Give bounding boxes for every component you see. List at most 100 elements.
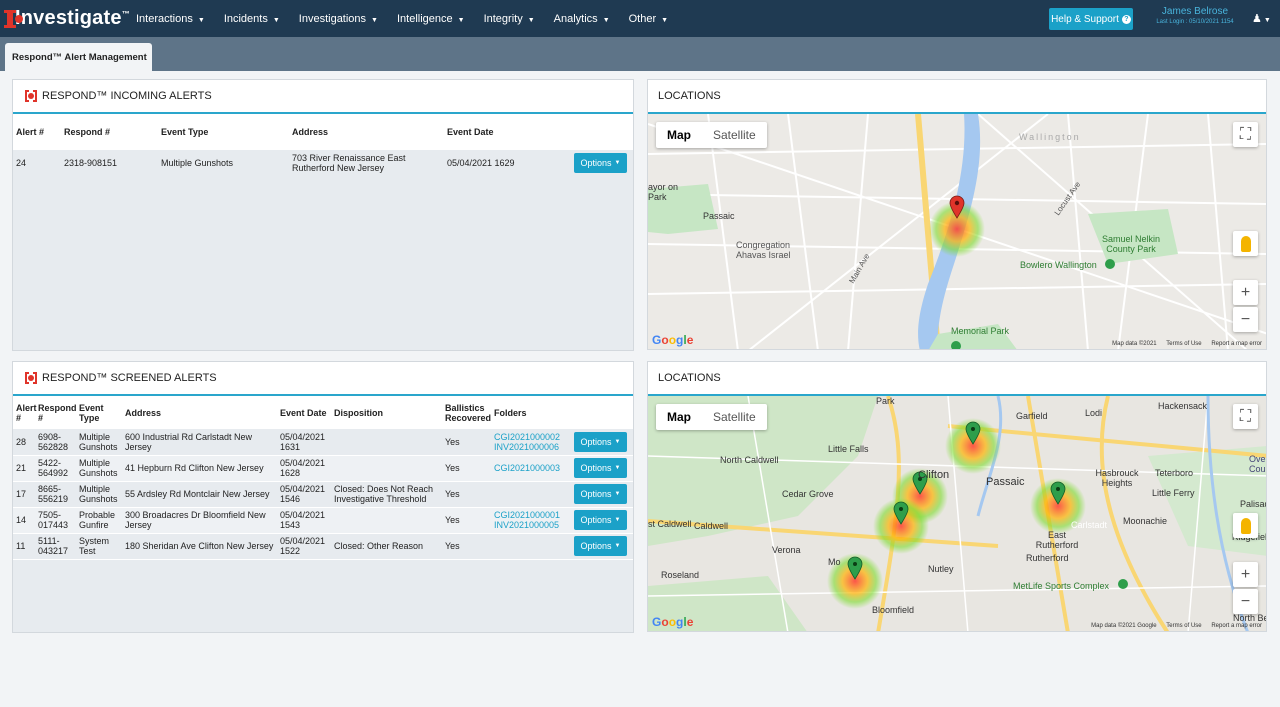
- google-logo-icon: Google: [652, 333, 694, 347]
- menu-interactions[interactable]: Interactions ▼: [136, 12, 205, 25]
- table-header-row: Alert # Respond # Event Type Address Eve…: [13, 396, 633, 429]
- caret-down-icon: ▼: [371, 16, 378, 24]
- folder-link[interactable]: INV2021000006: [494, 441, 560, 452]
- map-label: Over County: [1249, 454, 1266, 474]
- map-label: North Caldwell: [720, 455, 779, 465]
- options-button[interactable]: Options ▼: [574, 484, 627, 504]
- map-type-toggle: Map Satellite: [656, 122, 767, 148]
- tab-alert-management[interactable]: Respond™ Alert Management: [5, 43, 152, 71]
- table-row[interactable]: 11 5111-043217 System Test 180 Sheridan …: [13, 533, 633, 559]
- map-type-satellite[interactable]: Satellite: [713, 410, 756, 424]
- caret-down-icon: ▼: [614, 543, 621, 549]
- map-label: Congregation Ahavas Israel: [736, 240, 791, 260]
- map-graphic: [648, 114, 1266, 349]
- fullscreen-icon[interactable]: ⛶: [1233, 122, 1258, 147]
- col-header[interactable]: Event Date: [280, 407, 327, 418]
- terms-link[interactable]: Terms of Use: [1166, 623, 1202, 629]
- event-date: 05/04/2021 1546: [280, 484, 326, 504]
- event-type: Multiple Gunshots: [79, 458, 118, 478]
- menu-other[interactable]: Other ▼: [628, 12, 669, 25]
- menu-intelligence[interactable]: Intelligence ▼: [396, 12, 465, 25]
- options-button[interactable]: Options ▼: [574, 153, 627, 173]
- map-canvas[interactable]: Park Hackensack Garfield Lodi North Cald…: [648, 396, 1266, 631]
- map-label: East Rutherford: [1035, 530, 1079, 550]
- google-logo-icon: Google: [652, 615, 694, 629]
- table-row[interactable]: 14 7505-017443 Probable Gunfire 300 Broa…: [13, 507, 633, 533]
- map-type-map[interactable]: Map: [667, 410, 691, 424]
- help-support-button[interactable]: Help & Support?: [1049, 8, 1133, 30]
- respond-logo-icon: [25, 90, 37, 102]
- brand[interactable]: Investigate™: [0, 7, 130, 30]
- panel-header: RESPOND™ INCOMING ALERTS: [13, 80, 633, 114]
- ballistics-recovered: Yes: [445, 489, 460, 499]
- map-label: Cedar Grove: [782, 489, 834, 499]
- table-row[interactable]: 24 2318-908151 Multiple Gunshots 703 Riv…: [13, 150, 633, 176]
- menu-incidents[interactable]: Incidents ▼: [223, 12, 280, 25]
- alert-number: 14: [16, 515, 27, 525]
- menu-integrity[interactable]: Integrity ▼: [483, 12, 535, 25]
- col-header[interactable]: Event Date: [447, 127, 494, 137]
- options-button[interactable]: Options ▼: [574, 536, 627, 556]
- caret-down-icon: ▼: [614, 465, 621, 471]
- col-header[interactable]: Event Type: [79, 402, 104, 423]
- table-row[interactable]: 17 8665-556219 Multiple Gunshots 55 Ards…: [13, 481, 633, 507]
- col-header[interactable]: Disposition: [334, 407, 383, 418]
- panel-title: LOCATIONS: [648, 80, 1266, 114]
- folder-link[interactable]: CGI2021000001: [494, 510, 561, 520]
- user-menu[interactable]: ♟ ▼: [1252, 12, 1271, 25]
- map-type-toggle: Map Satellite: [656, 404, 767, 430]
- map-canvas[interactable]: Wallington Passaic Congregation Ahavas I…: [648, 114, 1266, 349]
- user-name[interactable]: James Belrose: [1161, 6, 1229, 17]
- zoom-out-button[interactable]: −: [1233, 307, 1258, 332]
- map-label: Hasbrouck Heights: [1095, 468, 1139, 488]
- options-button[interactable]: Options ▼: [574, 510, 627, 530]
- folder-link[interactable]: INV2021000005: [494, 520, 560, 530]
- col-header[interactable]: Ballistics Recovered: [445, 402, 492, 423]
- col-header[interactable]: Respond #: [38, 402, 77, 423]
- main-menu: Interactions ▼ Incidents ▼ Investigations ▼…: [136, 0, 687, 37]
- map-type-map[interactable]: Map: [667, 128, 691, 142]
- report-error-link[interactable]: Report a map error: [1211, 623, 1262, 629]
- pegman-icon[interactable]: [1233, 513, 1258, 538]
- menu-investigations[interactable]: Investigations ▼: [298, 12, 378, 25]
- map-type-satellite[interactable]: Satellite: [713, 128, 756, 142]
- locations-map-panel-2: LOCATIONS: [647, 361, 1267, 632]
- col-header[interactable]: Event Type: [161, 127, 209, 137]
- col-header[interactable]: Folders: [494, 407, 527, 418]
- report-error-link[interactable]: Report a map error: [1211, 341, 1262, 347]
- caret-down-icon: ▼: [272, 16, 280, 24]
- caret-down-icon: ▼: [1263, 17, 1271, 24]
- respond-number: 5422-564992: [38, 458, 69, 478]
- col-header[interactable]: Alert #: [16, 402, 37, 423]
- col-header[interactable]: Alert #: [16, 127, 45, 137]
- menu-analytics[interactable]: Analytics ▼: [553, 12, 610, 25]
- ballistics-recovered: Yes: [445, 436, 460, 447]
- event-type: Multiple Gunshots: [161, 158, 234, 168]
- locations-map-panel-1: LOCATIONS: [647, 79, 1267, 350]
- event-date: 05/04/2021 1631: [280, 431, 326, 452]
- pegman-icon[interactable]: [1233, 231, 1258, 256]
- zoom-in-button[interactable]: +: [1233, 280, 1258, 305]
- respond-number: 8665-556219: [38, 484, 69, 504]
- caret-down-icon: ▼: [457, 16, 465, 24]
- options-button[interactable]: Options ▼: [574, 458, 627, 478]
- respond-number: 5111-043217: [38, 536, 69, 556]
- fullscreen-icon[interactable]: ⛶: [1233, 404, 1258, 429]
- folder-link[interactable]: CGI2021000002: [494, 431, 561, 442]
- caret-down-icon: ▼: [527, 16, 535, 24]
- table-row[interactable]: 28 6908-562828 Multiple Gunshots 600 Ind…: [13, 429, 633, 455]
- col-header[interactable]: Respond #: [64, 127, 111, 137]
- event-type: Probable Gunfire: [79, 510, 116, 530]
- table-row[interactable]: 21 5422-564992 Multiple Gunshots 41 Hepb…: [13, 455, 633, 481]
- alert-number: 21: [16, 463, 27, 473]
- folder-link[interactable]: CGI2021000003: [494, 463, 561, 473]
- map-label: North Bergen: [1233, 613, 1266, 623]
- respond-number: 7505-017443: [38, 510, 69, 530]
- terms-link[interactable]: Terms of Use: [1166, 341, 1202, 347]
- zoom-in-button[interactable]: +: [1233, 562, 1258, 587]
- zoom-out-button[interactable]: −: [1233, 589, 1258, 614]
- ballistics-recovered: Yes: [445, 515, 460, 525]
- col-header[interactable]: Address: [125, 407, 162, 418]
- options-button[interactable]: Options ▼: [574, 431, 627, 452]
- col-header[interactable]: Address: [292, 127, 329, 137]
